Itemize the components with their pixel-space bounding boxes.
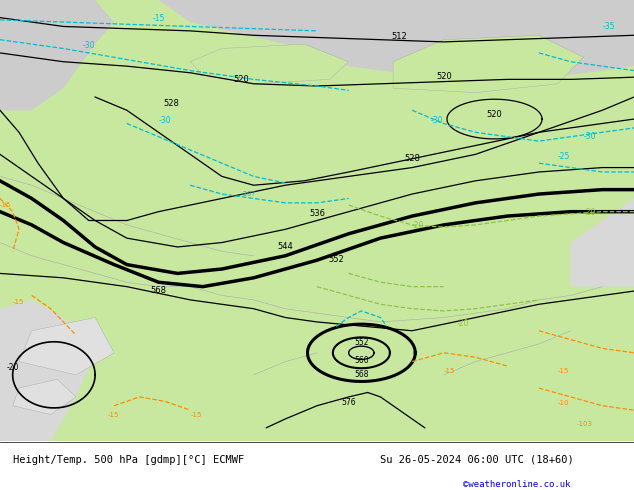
Text: -30?: -30? — [241, 191, 256, 197]
Text: -15: -15 — [190, 412, 202, 418]
Text: 552: 552 — [328, 255, 344, 265]
Polygon shape — [19, 318, 114, 375]
Text: 520: 520 — [436, 73, 451, 81]
Text: Su 26-05-2024 06:00 UTC (18+60): Su 26-05-2024 06:00 UTC (18+60) — [380, 455, 574, 465]
Text: 528: 528 — [163, 99, 179, 108]
Text: -15: -15 — [152, 14, 165, 23]
Text: -15: -15 — [0, 202, 11, 208]
Text: -20: -20 — [456, 319, 469, 328]
Text: -30: -30 — [82, 41, 95, 49]
Text: -25: -25 — [558, 152, 571, 161]
Text: 552: 552 — [354, 338, 368, 347]
Polygon shape — [0, 0, 634, 441]
Polygon shape — [0, 300, 95, 441]
Polygon shape — [571, 198, 634, 287]
Text: -20: -20 — [6, 364, 19, 372]
Polygon shape — [13, 379, 76, 415]
Text: -15: -15 — [108, 412, 119, 418]
Text: 568: 568 — [354, 370, 368, 379]
Text: 544: 544 — [278, 242, 293, 251]
Text: 520: 520 — [233, 74, 249, 84]
Text: 576: 576 — [341, 398, 356, 407]
Polygon shape — [190, 44, 349, 84]
Text: 568: 568 — [150, 286, 167, 295]
Text: ©weatheronline.co.uk: ©weatheronline.co.uk — [463, 480, 571, 489]
Polygon shape — [393, 35, 583, 93]
Text: -30: -30 — [583, 132, 596, 141]
Text: -35: -35 — [602, 22, 615, 31]
Polygon shape — [114, 0, 634, 79]
Text: -20: -20 — [583, 208, 596, 217]
Text: 528: 528 — [404, 154, 420, 163]
Text: -30: -30 — [158, 117, 171, 125]
Text: -15: -15 — [558, 368, 569, 374]
Text: 536: 536 — [309, 209, 325, 218]
Text: -20: -20 — [412, 221, 425, 230]
Text: -15: -15 — [13, 299, 24, 305]
Text: 560: 560 — [354, 356, 369, 365]
Text: -15: -15 — [444, 368, 455, 374]
Text: -30: -30 — [431, 117, 444, 125]
Text: -103: -103 — [577, 420, 593, 427]
Text: 512: 512 — [392, 32, 407, 41]
Text: 520: 520 — [487, 110, 502, 119]
Text: -10: -10 — [558, 400, 569, 406]
Polygon shape — [0, 0, 114, 110]
Text: Height/Temp. 500 hPa [gdmp][°C] ECMWF: Height/Temp. 500 hPa [gdmp][°C] ECMWF — [13, 455, 244, 465]
